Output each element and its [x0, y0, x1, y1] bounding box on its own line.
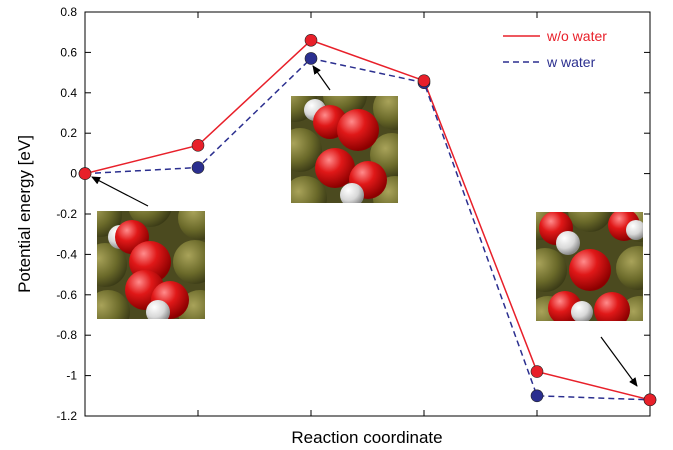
- data-point-w-o-water: [643, 393, 657, 407]
- data-point-w-o-water: [417, 74, 431, 87]
- data-point-w-o-water: [78, 167, 92, 180]
- series-layer: [78, 33, 657, 407]
- y-tick-label: 0.2: [60, 126, 77, 140]
- transition-state-molecule-image: [291, 96, 398, 203]
- pointer-arrow-initial: [91, 176, 149, 207]
- legend-label-w-water: w water: [546, 54, 596, 70]
- y-tick-label: 0.6: [60, 45, 77, 59]
- x-axis-title: Reaction coordinate: [291, 428, 442, 447]
- data-point-w-o-water: [530, 365, 544, 378]
- data-point-w-water: [191, 161, 205, 174]
- y-axis-ticks: 0.8 0.6 0.4 0.2 0 -0.2 -0.4 -0.6 -0.8 -1 -1.2: [56, 5, 650, 423]
- series-line-w-o-water: [84, 39, 651, 401]
- y-axis-title: Potential energy [eV]: [15, 135, 34, 293]
- y-tick-label: 0.4: [60, 86, 77, 100]
- y-tick-label: -0.8: [56, 328, 77, 342]
- series-line-w-water: [84, 57, 651, 401]
- legend-label-wo-water: w/o water: [546, 28, 607, 44]
- pointer-arrow-final: [600, 336, 638, 387]
- data-point-w-water: [530, 389, 544, 403]
- y-tick-label: -0.4: [56, 247, 77, 261]
- y-tick-label: -1.2: [56, 409, 77, 423]
- x-axis-ticks: [84, 12, 651, 416]
- data-point-w-water: [304, 52, 318, 65]
- initial-state-molecule-image: [97, 211, 205, 319]
- y-tick-label: -0.2: [56, 207, 77, 221]
- final-state-molecule-image: [536, 212, 643, 321]
- y-tick-label: -0.6: [56, 288, 77, 302]
- pointer-arrow-transition: [312, 65, 331, 91]
- legend: w/o water w water: [503, 28, 607, 70]
- data-point-w-o-water: [191, 139, 205, 152]
- data-point-w-o-water: [304, 33, 318, 47]
- y-tick-label: 0: [70, 167, 77, 181]
- y-tick-label: -1: [66, 369, 77, 383]
- y-tick-label: 0.8: [60, 5, 77, 19]
